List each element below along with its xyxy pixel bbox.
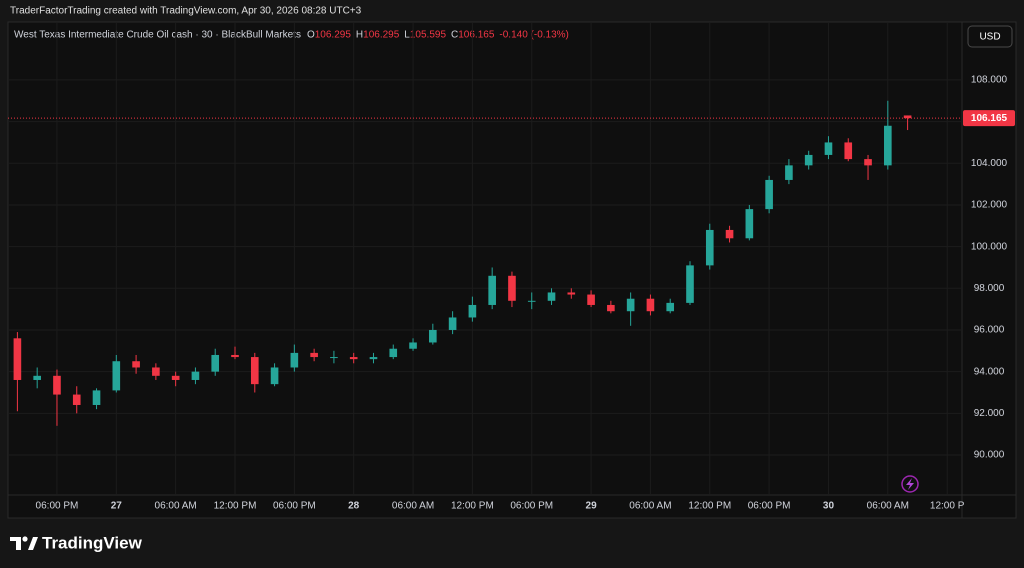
y-tick-label: 104.000 <box>971 158 1008 169</box>
candle-body <box>804 154 813 166</box>
candle-body <box>587 294 595 305</box>
last-price-tag <box>963 110 1015 127</box>
x-tick-label: 28 <box>348 501 360 512</box>
candle-body <box>171 375 180 380</box>
candle-body <box>13 338 22 380</box>
candle-body <box>705 229 714 266</box>
y-tick-label: 94.000 <box>974 366 1005 377</box>
candle-body <box>112 361 121 391</box>
candle-body <box>429 329 437 343</box>
candle-body <box>191 371 200 380</box>
ohlc-label: C <box>451 30 458 41</box>
ohlc-label: H <box>356 30 363 41</box>
tradingview-logo <box>10 536 38 550</box>
ohlc-value: 106.295 <box>315 30 352 41</box>
candle-body <box>488 275 496 305</box>
candle-body <box>527 300 536 302</box>
ohlc-legend: O 106.295 H 106.295 L 105.595 C 106.165 -0.140 (… <box>307 30 569 41</box>
candle-body <box>310 352 318 358</box>
candle-body <box>231 354 239 358</box>
x-tick-label: 12:00 PM <box>214 501 257 512</box>
candles <box>13 100 912 426</box>
candle-body <box>250 357 259 385</box>
last-price-label: 106.165 <box>971 113 1008 124</box>
candle-body <box>211 354 220 372</box>
logo-dot <box>22 536 28 542</box>
candle-body <box>409 342 417 349</box>
candle-body <box>844 142 853 160</box>
candle-body <box>547 292 556 301</box>
x-tick-label: 06:00 PM <box>748 501 791 512</box>
x-tick-label: 06:00 PM <box>36 501 79 512</box>
logo-slash <box>28 537 38 550</box>
candle-body <box>53 375 61 395</box>
currency-label: USD <box>979 32 1000 43</box>
candle-body <box>349 357 358 360</box>
ohlc-value: 106.165 <box>458 30 495 41</box>
logo-mark <box>10 537 21 550</box>
candle-body <box>903 115 912 119</box>
candle-body <box>686 265 694 303</box>
brand: TradingView <box>42 533 143 552</box>
x-tick-label: 30 <box>823 501 835 512</box>
candle-body <box>607 304 615 312</box>
x-tick-label: 27 <box>111 501 123 512</box>
x-tick-label: 06:00 PM <box>273 501 316 512</box>
candle-body <box>567 292 576 295</box>
ohlc-label: L <box>404 30 410 41</box>
x-tick-label: 12:00 P <box>930 501 965 512</box>
y-tick-label: 98.000 <box>974 283 1005 294</box>
y-tick-label: 102.000 <box>971 200 1008 211</box>
x-tick-label: 12:00 PM <box>688 501 731 512</box>
x-tick-label: 06:00 AM <box>392 501 434 512</box>
ohlc-value: 106.295 <box>363 30 400 41</box>
x-tick-label: 06:00 PM <box>510 501 553 512</box>
grid <box>8 22 962 495</box>
y-tick-label: 108.000 <box>971 75 1008 86</box>
y-tick-label: 96.000 <box>974 325 1005 336</box>
candle-body <box>725 229 734 239</box>
candle-body <box>785 165 793 180</box>
candle-body <box>824 142 833 155</box>
x-tick-label: 12:00 PM <box>451 501 494 512</box>
x-tick-label: 06:00 AM <box>629 501 671 512</box>
candle-body <box>884 125 892 166</box>
attribution: TraderFactorTrading created with Trading… <box>10 6 362 17</box>
y-tick-label: 100.000 <box>971 241 1008 252</box>
candle-body <box>646 298 655 312</box>
candle-body <box>745 209 754 239</box>
candle-body <box>389 348 398 358</box>
change: -0.140 (-0.13%) <box>499 30 568 41</box>
currency-button[interactable] <box>967 25 1013 48</box>
candle-body <box>270 367 279 385</box>
symbol: West Texas Intermediate Crude Oil cash ·… <box>14 30 301 41</box>
ohlc-label: O <box>307 30 315 41</box>
ohlc-value: 105.595 <box>410 30 447 41</box>
candle-body <box>626 298 635 312</box>
candle-body <box>666 302 675 312</box>
candle-body <box>92 390 101 405</box>
candle-body <box>132 361 140 368</box>
candle-body <box>468 304 477 318</box>
chart-frame <box>7 21 1017 519</box>
candle-body <box>33 375 41 380</box>
candle-body <box>369 357 378 360</box>
candle-body <box>448 317 457 330</box>
x-tick-label: 06:00 AM <box>155 501 197 512</box>
y-tick-label: 92.000 <box>974 408 1005 419</box>
y-tick-label: 90.000 <box>974 450 1005 461</box>
candle-body <box>765 179 773 210</box>
candle-body <box>290 352 299 368</box>
candle-body <box>508 275 516 301</box>
lightning-icon[interactable] <box>901 475 919 493</box>
x-tick-label: 06:00 AM <box>867 501 909 512</box>
candle-body <box>864 159 872 166</box>
candle-body <box>152 367 160 376</box>
candle-body <box>330 357 338 359</box>
x-tick-label: 29 <box>586 501 598 512</box>
lightning-bolt <box>906 478 914 490</box>
candle-body <box>72 394 81 405</box>
